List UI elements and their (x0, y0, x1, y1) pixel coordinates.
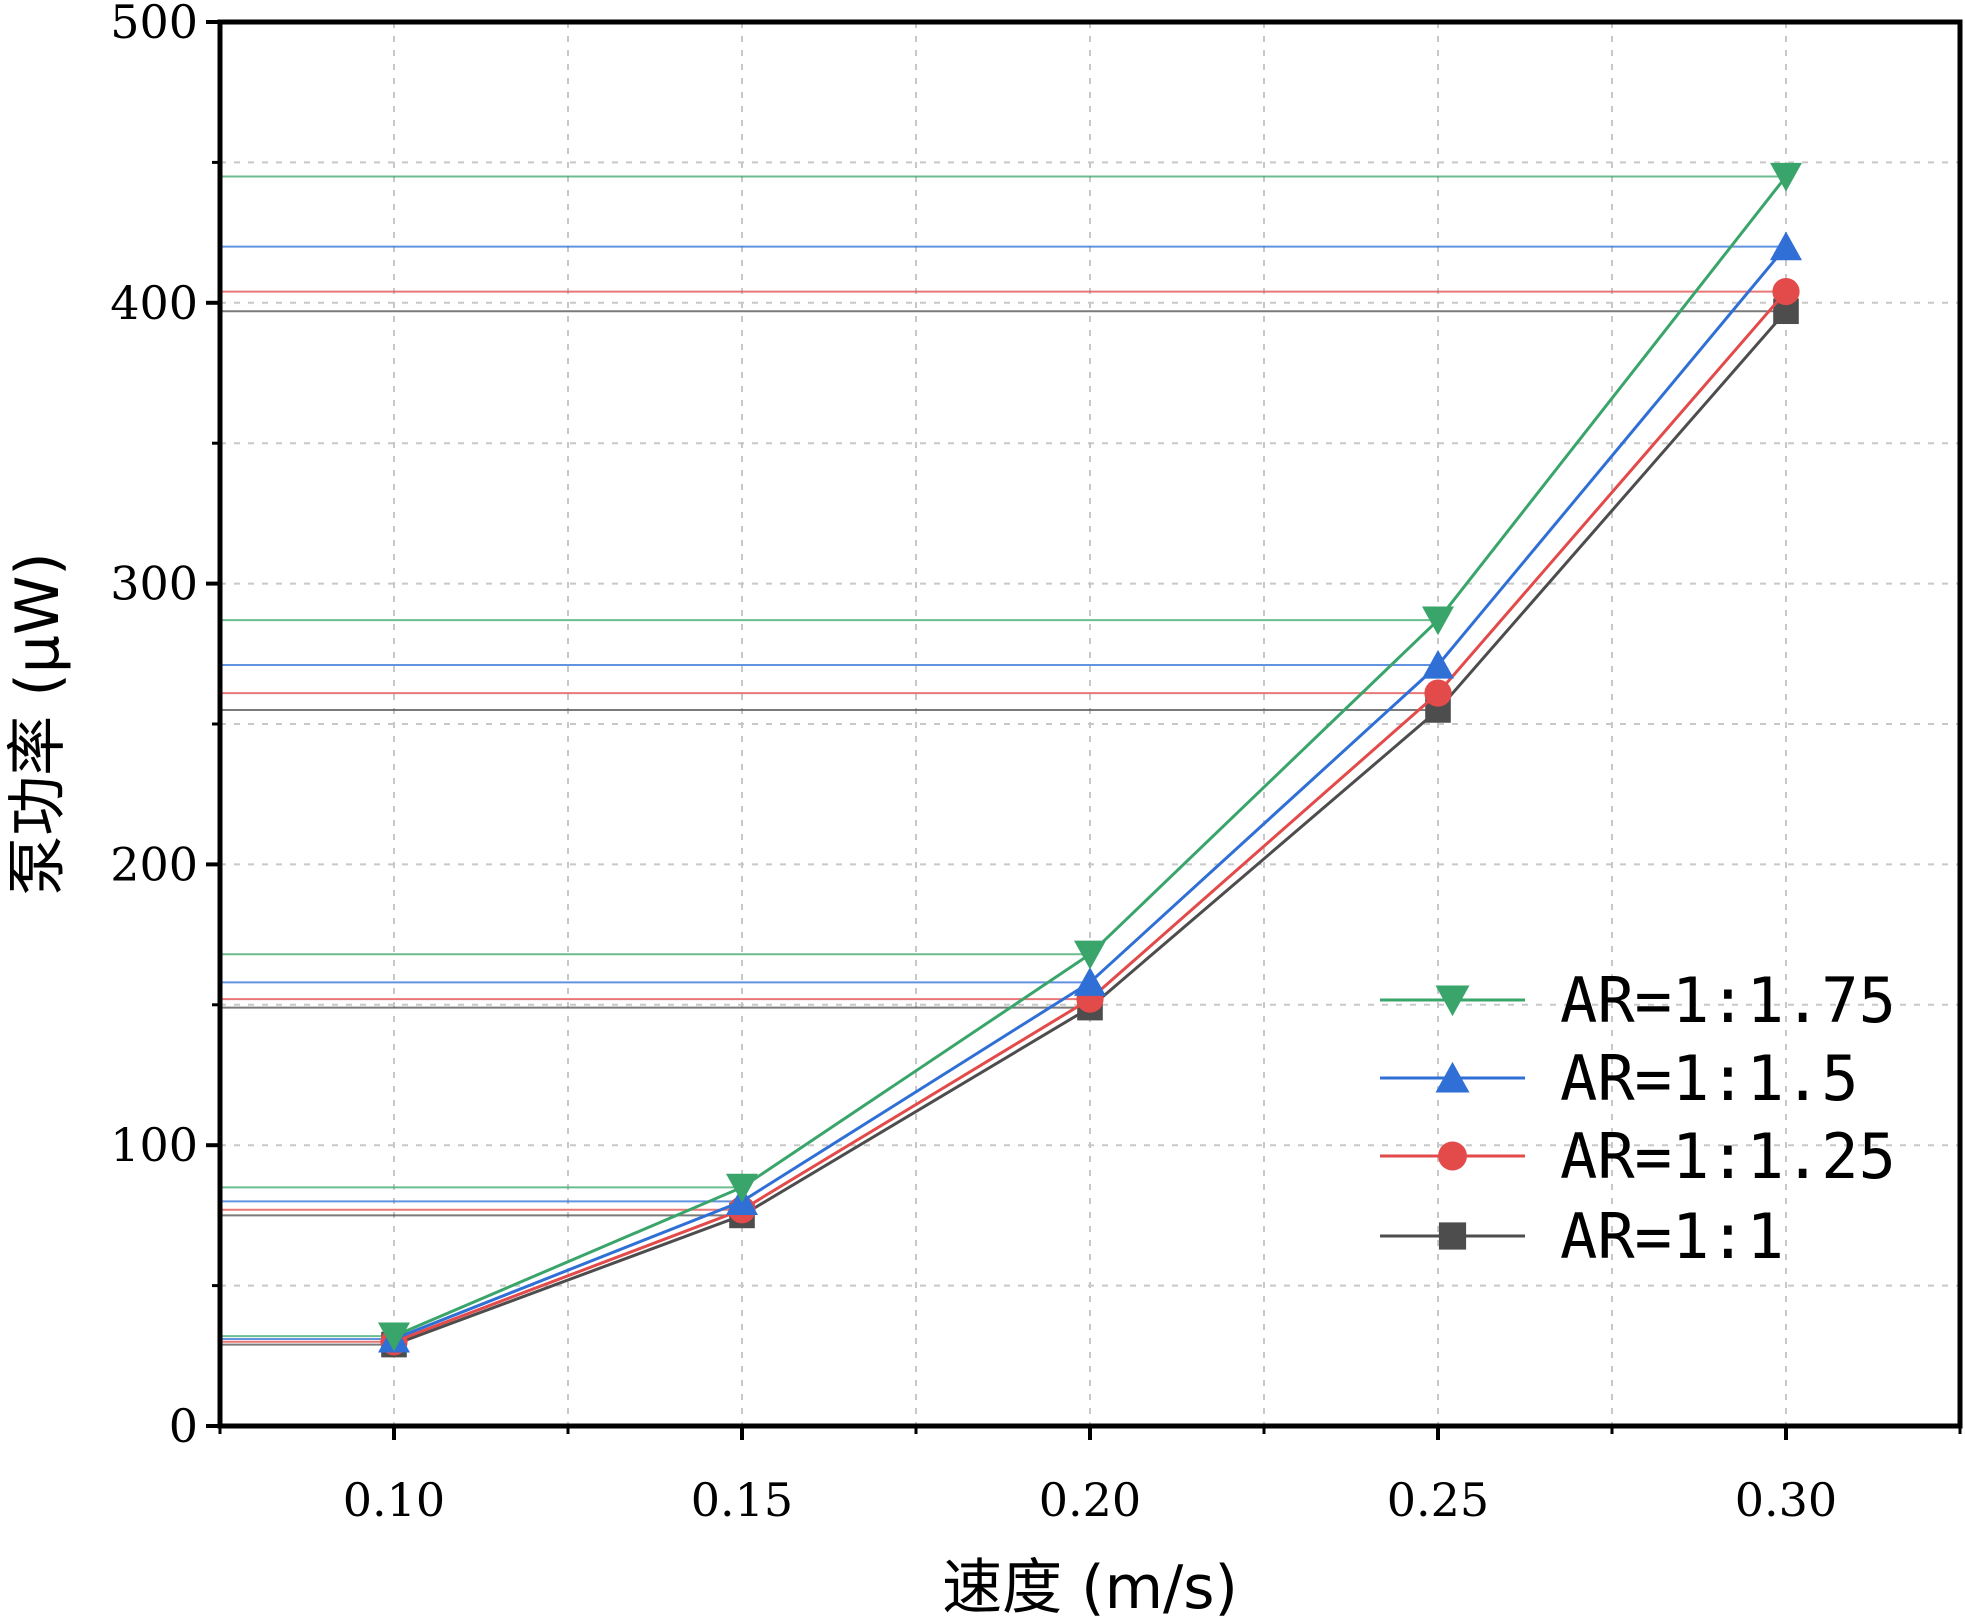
data-point (1074, 967, 1106, 996)
data-point (1424, 679, 1452, 707)
legend-item: AR=1:1.5 (1380, 1042, 1859, 1115)
data-point (378, 1322, 410, 1352)
legend-label: AR=1:1 (1560, 1200, 1784, 1273)
x-tick-label: 0.10 (343, 1473, 445, 1527)
axis-ticks (206, 20, 1962, 1440)
legend-marker (1438, 1222, 1467, 1250)
x-tick-label: 0.15 (691, 1473, 793, 1527)
legend-marker (1435, 1061, 1470, 1093)
tick-labels: 0.10 0.15 0.20 0.25 0.30 0 100 200 300 400 500 (110, 0, 1837, 1527)
data-point (1074, 940, 1106, 970)
y-tick-label: 0 (169, 1399, 198, 1453)
y-tick-label: 500 (110, 0, 198, 49)
data-point (726, 1173, 758, 1203)
legend-item: AR=1:1.25 (1380, 1120, 1896, 1193)
y-tick-label: 400 (110, 276, 198, 330)
legend-item: AR=1:1 (1380, 1200, 1784, 1273)
data-point (1422, 606, 1454, 636)
legend-label: AR=1:1.5 (1560, 1042, 1859, 1115)
legend-item: AR=1:1.75 (1380, 964, 1896, 1037)
x-tick-label: 0.25 (1387, 1473, 1489, 1527)
series-layer (378, 162, 1802, 1358)
y-tick-label: 100 (110, 1118, 198, 1172)
data-point (1772, 277, 1800, 306)
x-axis-title: 速度 (m/s) (942, 1553, 1238, 1620)
y-tick-label: 200 (110, 837, 198, 891)
data-point (1770, 231, 1802, 261)
x-tick-label: 0.30 (1735, 1473, 1837, 1527)
guide-lines (220, 175, 1786, 1346)
legend-marker (1435, 985, 1470, 1017)
x-tick-label: 0.20 (1039, 1473, 1141, 1527)
legend-marker (1438, 1141, 1467, 1171)
y-axis-title: 泵功率 (μW) (3, 552, 73, 895)
legend-label: AR=1:1.75 (1560, 964, 1896, 1037)
legend-label: AR=1:1.25 (1560, 1120, 1896, 1193)
data-point (1770, 162, 1802, 192)
data-point (1422, 649, 1454, 679)
y-tick-label: 300 (110, 557, 198, 611)
